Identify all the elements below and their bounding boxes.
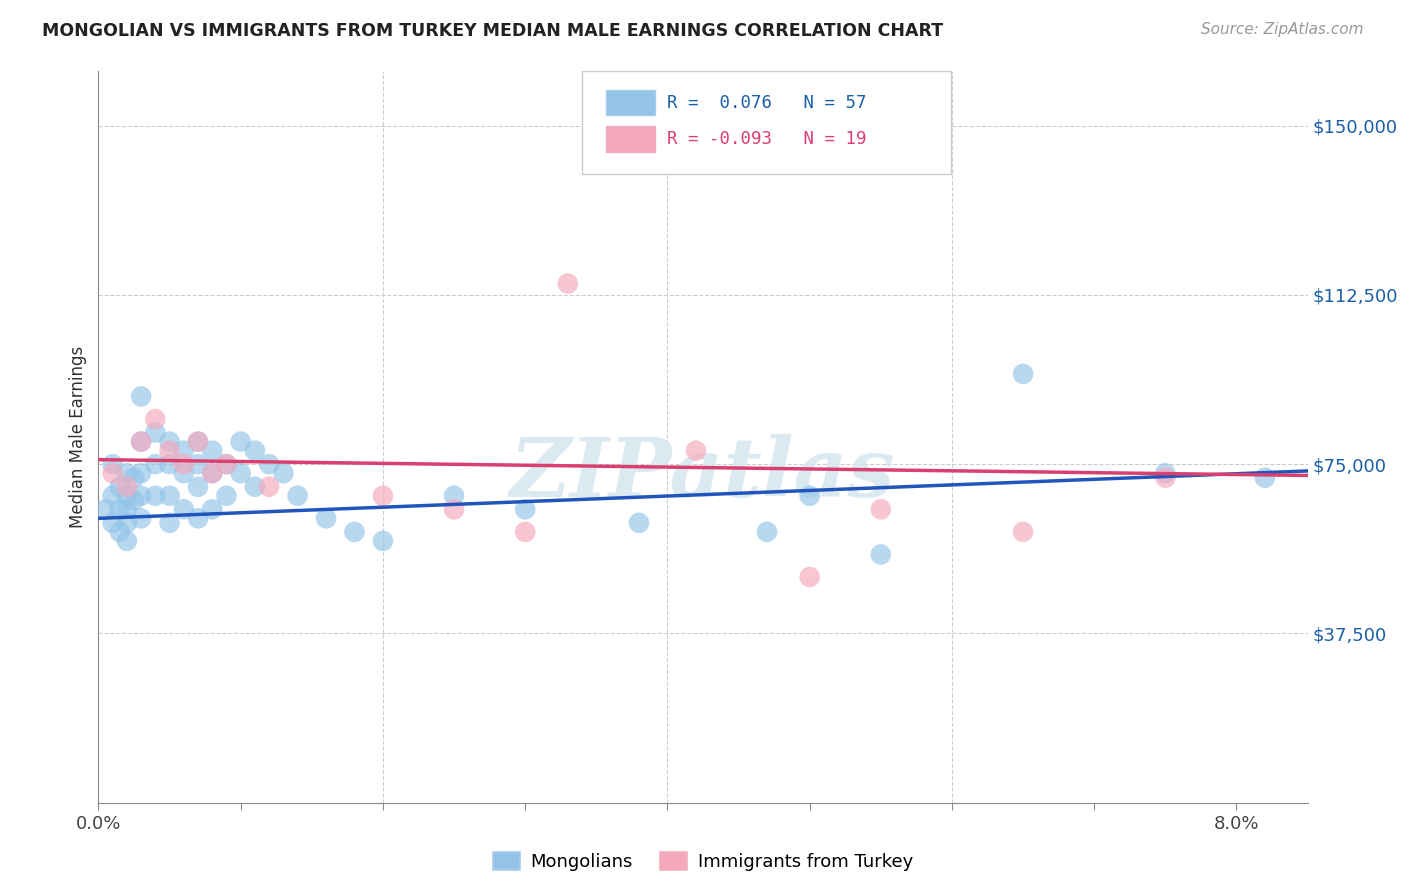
Point [273, 466, 295, 480]
Point [187, 434, 209, 449]
Point [229, 466, 252, 480]
Point [243, 480, 266, 494]
Point [173, 502, 195, 516]
Point [187, 511, 209, 525]
Point [143, 489, 166, 503]
Point [257, 480, 280, 494]
Point [215, 457, 238, 471]
Point [101, 457, 124, 471]
Y-axis label: Median Male Earnings: Median Male Earnings [69, 346, 87, 528]
Legend: Mongolians, Immigrants from Turkey: Mongolians, Immigrants from Turkey [485, 845, 921, 879]
FancyBboxPatch shape [606, 90, 655, 115]
Point [557, 277, 579, 291]
Point [799, 489, 821, 503]
Point [108, 524, 131, 539]
Point [343, 524, 366, 539]
Point [229, 434, 252, 449]
Point [257, 457, 280, 471]
Point [1254, 471, 1277, 485]
Point [159, 516, 181, 530]
Point [101, 489, 124, 503]
Point [187, 480, 209, 494]
Text: R =  0.076   N = 57: R = 0.076 N = 57 [666, 94, 866, 112]
Point [159, 489, 181, 503]
Point [129, 434, 152, 449]
Point [627, 516, 650, 530]
Point [115, 480, 138, 494]
Point [1012, 524, 1035, 539]
Point [129, 489, 152, 503]
Point [201, 466, 224, 480]
Point [799, 570, 821, 584]
Point [115, 533, 138, 548]
Point [756, 524, 779, 539]
Point [869, 502, 891, 516]
Point [1012, 367, 1035, 381]
Point [1154, 466, 1177, 480]
Text: MONGOLIAN VS IMMIGRANTS FROM TURKEY MEDIAN MALE EARNINGS CORRELATION CHART: MONGOLIAN VS IMMIGRANTS FROM TURKEY MEDI… [42, 22, 943, 40]
Point [101, 516, 124, 530]
Point [173, 443, 195, 458]
Point [1154, 471, 1177, 485]
Point [173, 466, 195, 480]
Point [129, 466, 152, 480]
Point [215, 489, 238, 503]
FancyBboxPatch shape [606, 126, 655, 152]
Point [159, 434, 181, 449]
Point [187, 457, 209, 471]
Point [115, 466, 138, 480]
Point [173, 457, 195, 471]
Point [159, 457, 181, 471]
Point [315, 511, 337, 525]
Point [371, 533, 394, 548]
Point [122, 471, 145, 485]
Point [443, 502, 465, 516]
Point [108, 480, 131, 494]
Text: R = -0.093   N = 19: R = -0.093 N = 19 [666, 130, 866, 148]
Point [685, 443, 707, 458]
Point [129, 434, 152, 449]
Point [94, 502, 117, 516]
Point [515, 524, 537, 539]
Point [443, 489, 465, 503]
Point [201, 443, 224, 458]
Point [101, 466, 124, 480]
Text: ZIPatlas: ZIPatlas [510, 434, 896, 514]
Point [115, 516, 138, 530]
Point [243, 443, 266, 458]
Point [159, 443, 181, 458]
Point [115, 502, 138, 516]
Point [143, 457, 166, 471]
Point [201, 466, 224, 480]
Point [515, 502, 537, 516]
Point [115, 489, 138, 503]
Point [287, 489, 309, 503]
Point [143, 412, 166, 426]
Point [122, 493, 145, 508]
Point [143, 425, 166, 440]
Point [129, 389, 152, 403]
Text: Source: ZipAtlas.com: Source: ZipAtlas.com [1201, 22, 1364, 37]
Point [215, 457, 238, 471]
Point [201, 502, 224, 516]
Point [869, 548, 891, 562]
Point [187, 434, 209, 449]
Point [129, 511, 152, 525]
FancyBboxPatch shape [582, 71, 950, 174]
Point [371, 489, 394, 503]
Point [108, 502, 131, 516]
